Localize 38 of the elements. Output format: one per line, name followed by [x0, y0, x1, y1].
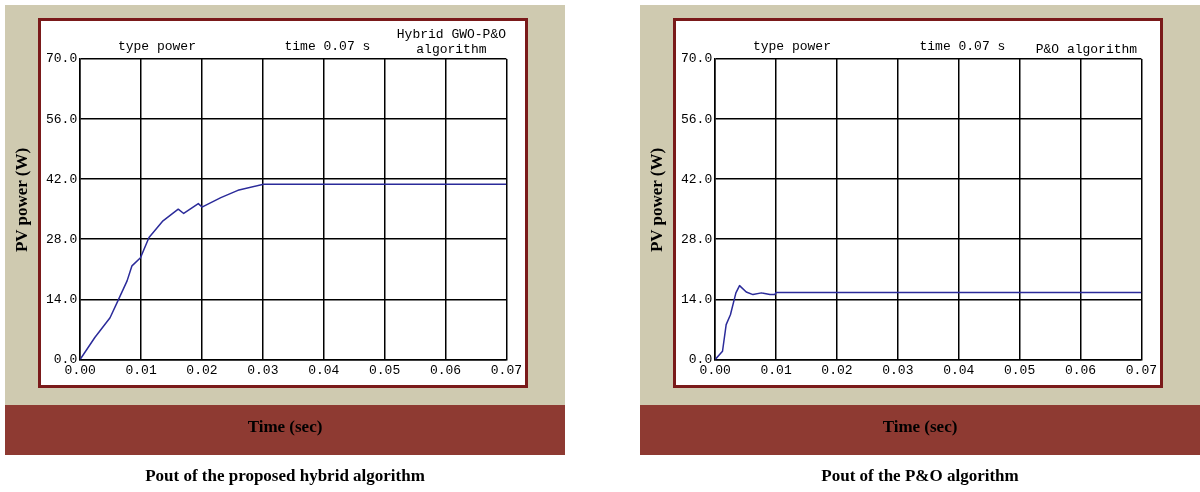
x-tick-label: 0.07 — [1125, 362, 1158, 378]
x-tick-label: 0.06 — [1064, 362, 1097, 378]
x-tick-label: 0.03 — [247, 362, 279, 378]
y-tick-label: 28.0 — [45, 231, 78, 247]
y-tick-label: 56.0 — [680, 111, 713, 127]
x-tick-label: 0.01 — [760, 362, 792, 378]
x-tick-label: 0.04 — [308, 362, 340, 378]
y-tick-label: 14.0 — [680, 291, 713, 307]
text: type power — [752, 38, 831, 54]
x-tick-label: 0.01 — [125, 362, 157, 378]
x-tick-label: 0.00 — [64, 362, 96, 378]
y-tick-label: 14.0 — [45, 291, 78, 307]
y-tick-label: 42.0 — [45, 171, 78, 187]
x-tick-label: 0.05 — [369, 362, 401, 378]
y-axis-title: PV power (W) — [12, 146, 32, 255]
x-tick-label: 0.03 — [882, 362, 914, 378]
x-axis-title: Time (sec) — [881, 417, 959, 437]
text: P&O algorithm — [1035, 41, 1138, 57]
text: time 0.07 s — [284, 38, 371, 54]
y-tick-label: 42.0 — [680, 171, 713, 187]
x-tick-label: 0.00 — [699, 362, 731, 378]
y-tick-label: 70.0 — [680, 51, 713, 67]
text: type power — [117, 38, 196, 54]
x-tick-label: 0.02 — [821, 362, 853, 378]
x-tick-label: 0.02 — [186, 362, 218, 378]
text: Hybrid GWO-P&O algorithm — [396, 26, 507, 57]
x-axis-title: Time (sec) — [246, 417, 324, 437]
y-tick-label: 70.0 — [45, 51, 78, 67]
y-tick-label: 28.0 — [680, 231, 713, 247]
x-tick-label: 0.05 — [1004, 362, 1036, 378]
x-tick-label: 0.07 — [490, 362, 523, 378]
text: Pout of the P&O algorithm — [820, 466, 1020, 486]
text: time 0.07 s — [919, 38, 1006, 54]
x-tick-label: 0.04 — [943, 362, 975, 378]
y-axis-title: PV power (W) — [647, 146, 667, 255]
text: Pout of the proposed hybrid algorithm — [144, 466, 426, 486]
y-tick-label: 56.0 — [45, 111, 78, 127]
x-tick-label: 0.06 — [429, 362, 462, 378]
